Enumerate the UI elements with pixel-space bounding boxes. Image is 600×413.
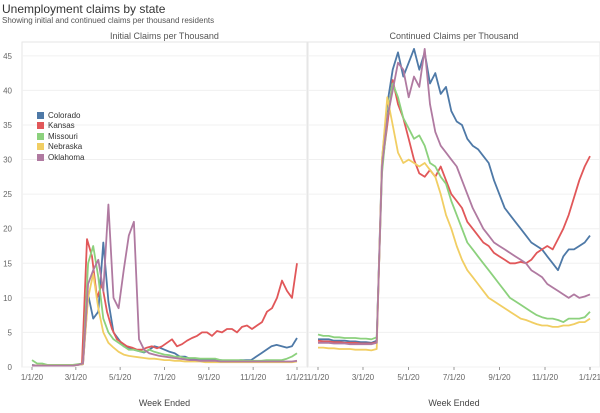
legend-label: Kansas [48,121,75,131]
legend-swatch [37,122,44,130]
legend-item-oklahoma[interactable]: Oklahoma [37,152,84,163]
x-tick-label: 5/1/20 [109,373,132,382]
legend-label: Colorado [48,110,81,120]
chart-subtitle: Showing initial and continued claims per… [2,16,215,25]
legend-label: Nebraska [48,142,83,152]
legend-label: Oklahoma [48,152,85,162]
legend-item-colorado[interactable]: Colorado [37,110,84,121]
y-tick-label: 30 [3,156,12,165]
series-line-nebraska [318,96,591,352]
y-tick-label: 10 [3,294,12,303]
series-line-nebraska [32,272,298,367]
x-tick-label: 1/1/21 [579,373,600,382]
legend-item-nebraska[interactable]: Nebraska [37,142,84,153]
y-tick-label: 15 [3,259,12,268]
series-line-kansas [317,79,591,345]
x-tick-label: 9/1/20 [488,373,511,382]
chart-title: Unemployment claims by state [2,2,166,16]
y-tick-label: 40 [3,86,12,95]
series-line-oklahoma [318,48,591,346]
y-tick-label: 0 [8,363,13,372]
y-tick-label: 20 [3,225,12,234]
x-tick-label: 7/1/20 [443,373,466,382]
series-line-missouri [31,245,298,366]
y-tick-label: 35 [3,121,12,130]
legend: Colorado Kansas Missouri Nebraska Oklaho… [37,110,84,163]
x-axis-title-initial: Week Ended [138,398,191,408]
legend-swatch [37,111,44,119]
x-tick-label: 11/1/20 [532,373,559,382]
panel-title-continued: Continued Claims per Thousand [389,31,519,41]
x-tick-label: 1/1/20 [307,373,330,382]
legend-swatch [37,153,44,161]
legend-label: Missouri [48,131,78,141]
legend-item-missouri[interactable]: Missouri [37,131,84,142]
x-tick-label: 5/1/20 [397,373,420,382]
x-tick-label: 1/1/20 [21,373,44,382]
x-tick-label: 9/1/20 [198,373,221,382]
series-line-kansas [32,238,298,367]
legend-swatch [37,143,44,151]
x-tick-label: 3/1/20 [65,373,88,382]
series-line-colorado [318,48,591,344]
series-line-colorado [31,241,298,367]
x-tick-label: 7/1/20 [153,373,176,382]
y-tick-label: 5 [8,328,13,337]
series-line-missouri [317,82,591,341]
panel-title-initial: Initial Claims per Thousand [110,31,219,41]
legend-item-kansas[interactable]: Kansas [37,121,84,132]
series-line-oklahoma [32,203,298,367]
x-tick-label: 1/1/21 [286,373,309,382]
y-tick-label: 25 [3,190,12,199]
x-axis-title-continued: Week Ended [428,398,480,408]
y-tick-label: 45 [3,52,12,61]
x-tick-label: 11/1/20 [240,373,267,382]
legend-swatch [37,132,44,140]
x-tick-label: 3/1/20 [352,373,375,382]
